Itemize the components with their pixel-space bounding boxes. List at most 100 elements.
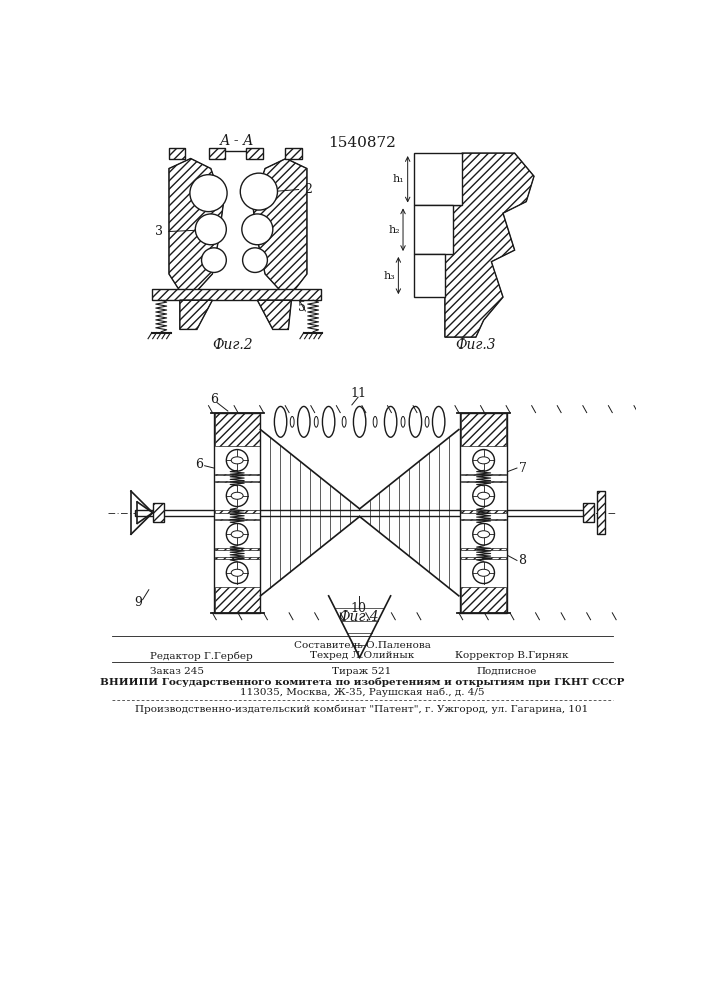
- Ellipse shape: [342, 416, 346, 427]
- Circle shape: [226, 523, 248, 545]
- Ellipse shape: [322, 406, 335, 437]
- Bar: [461, 587, 506, 613]
- Text: Подписное: Подписное: [477, 667, 537, 676]
- Ellipse shape: [231, 569, 243, 576]
- Ellipse shape: [385, 406, 397, 437]
- Ellipse shape: [231, 531, 243, 538]
- Ellipse shape: [354, 406, 366, 437]
- Text: 6: 6: [195, 458, 203, 471]
- Text: 11: 11: [350, 387, 366, 400]
- Ellipse shape: [274, 406, 287, 437]
- Text: 3: 3: [155, 225, 163, 238]
- Ellipse shape: [433, 406, 445, 437]
- Circle shape: [473, 450, 494, 471]
- Ellipse shape: [373, 416, 377, 427]
- Text: 2: 2: [304, 183, 312, 196]
- Text: h₁: h₁: [393, 174, 404, 184]
- Ellipse shape: [231, 457, 243, 464]
- Text: Корректор В.Гирняк: Корректор В.Гирняк: [455, 651, 569, 660]
- Text: 6: 6: [210, 393, 218, 406]
- Text: Заказ 245: Заказ 245: [151, 667, 204, 676]
- Text: 9: 9: [134, 596, 142, 609]
- Polygon shape: [169, 158, 223, 291]
- Bar: [153, 503, 163, 522]
- Bar: [215, 548, 259, 550]
- Bar: [583, 503, 594, 522]
- Circle shape: [473, 562, 494, 584]
- Ellipse shape: [478, 457, 489, 464]
- Circle shape: [226, 450, 248, 471]
- Bar: [135, 510, 585, 516]
- Polygon shape: [209, 148, 225, 158]
- Ellipse shape: [425, 416, 429, 427]
- Bar: [460, 413, 507, 613]
- Bar: [597, 491, 604, 534]
- Polygon shape: [285, 148, 301, 158]
- Text: 7: 7: [518, 462, 527, 475]
- Ellipse shape: [478, 531, 489, 538]
- Circle shape: [190, 175, 227, 212]
- Bar: [215, 557, 259, 559]
- Bar: [215, 587, 259, 613]
- Text: d₃: d₃: [423, 254, 435, 264]
- Text: 1: 1: [269, 299, 277, 312]
- Ellipse shape: [298, 406, 310, 437]
- Bar: [414, 205, 452, 254]
- Bar: [414, 153, 462, 205]
- Bar: [215, 519, 259, 520]
- Polygon shape: [252, 158, 307, 291]
- Polygon shape: [169, 148, 185, 158]
- Text: 5: 5: [298, 301, 305, 314]
- Bar: [461, 510, 506, 513]
- Circle shape: [240, 173, 277, 210]
- Bar: [153, 503, 163, 522]
- Polygon shape: [247, 148, 263, 158]
- Bar: [214, 413, 260, 613]
- Text: Составитель О.Паленова: Составитель О.Паленова: [293, 641, 431, 650]
- Text: Редактор Г.Гербер: Редактор Г.Гербер: [151, 651, 253, 661]
- Text: 10: 10: [351, 602, 367, 615]
- Text: Техред Л.Олийнык: Техред Л.Олийнык: [310, 651, 414, 660]
- Text: Производственно-издательский комбинат "Патент", г. Ужгород, ул. Гагарина, 101: Производственно-издательский комбинат "П…: [135, 704, 588, 714]
- Polygon shape: [180, 300, 212, 329]
- Text: Фиг.3: Фиг.3: [455, 338, 496, 352]
- Bar: [461, 548, 506, 550]
- Polygon shape: [445, 153, 534, 337]
- Text: h₂: h₂: [388, 225, 400, 235]
- Circle shape: [243, 248, 267, 272]
- Text: h₃: h₃: [383, 271, 395, 281]
- Bar: [152, 289, 321, 300]
- Circle shape: [226, 562, 248, 584]
- Bar: [414, 254, 445, 297]
- Text: d₂: d₂: [428, 207, 439, 217]
- Text: 1540872: 1540872: [328, 136, 396, 150]
- Bar: [215, 510, 259, 513]
- Circle shape: [201, 248, 226, 272]
- Circle shape: [473, 485, 494, 507]
- Text: 8: 8: [518, 554, 527, 567]
- Ellipse shape: [478, 492, 489, 499]
- Ellipse shape: [478, 569, 489, 576]
- Bar: [152, 289, 321, 300]
- Bar: [597, 491, 604, 534]
- Text: 113035, Москва, Ж-35, Раушская наб., д. 4/5: 113035, Москва, Ж-35, Раушская наб., д. …: [240, 687, 484, 697]
- Text: Тираж 521: Тираж 521: [332, 667, 392, 676]
- Ellipse shape: [291, 416, 294, 427]
- Bar: [461, 519, 506, 520]
- Circle shape: [242, 214, 273, 245]
- Polygon shape: [257, 300, 291, 329]
- Ellipse shape: [231, 492, 243, 499]
- Bar: [215, 413, 259, 446]
- Text: Фиг.2: Фиг.2: [212, 338, 253, 352]
- Bar: [461, 413, 506, 446]
- Bar: [461, 557, 506, 559]
- Text: 3: 3: [240, 591, 247, 604]
- Text: Фиг.4: Фиг.4: [339, 610, 379, 624]
- Ellipse shape: [409, 406, 421, 437]
- Ellipse shape: [315, 416, 318, 427]
- Bar: [583, 503, 594, 522]
- Circle shape: [473, 523, 494, 545]
- Text: ВНИИПИ Государственного комитета по изобретениям и открытиям при ГКНТ СССР: ВНИИПИ Государственного комитета по изоб…: [100, 677, 624, 687]
- Text: d₁: d₁: [432, 156, 443, 166]
- Text: А - А: А - А: [220, 134, 255, 148]
